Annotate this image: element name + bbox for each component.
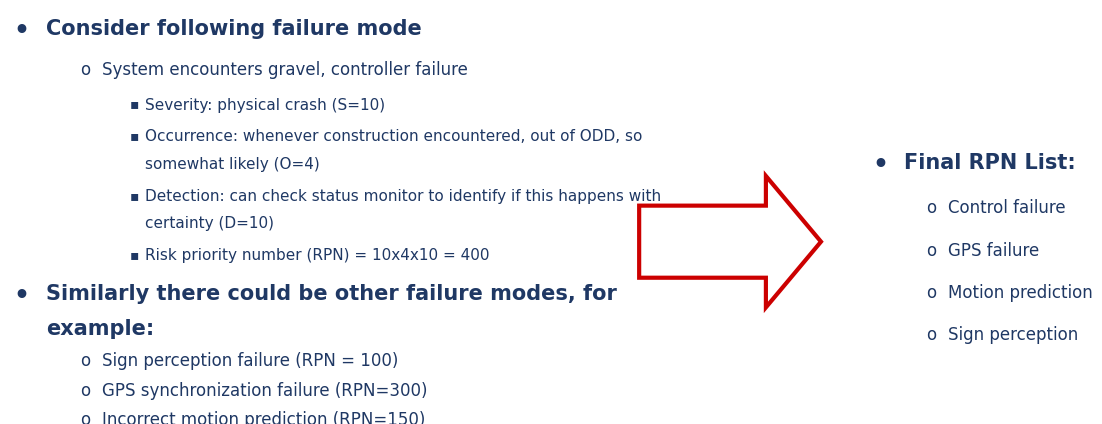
Text: certainty (D=10): certainty (D=10) (145, 216, 274, 231)
Text: Sign perception failure (RPN = 100): Sign perception failure (RPN = 100) (102, 352, 399, 370)
Text: Occurrence: whenever construction encountered, out of ODD, so: Occurrence: whenever construction encoun… (145, 129, 642, 144)
Text: Motion prediction: Motion prediction (948, 284, 1092, 302)
Text: o: o (80, 352, 90, 370)
Text: Sign perception: Sign perception (948, 326, 1078, 344)
Text: GPS synchronization failure (RPN=300): GPS synchronization failure (RPN=300) (102, 382, 428, 399)
Text: Final RPN List:: Final RPN List: (904, 153, 1076, 173)
Text: Detection: can check status monitor to identify if this happens with: Detection: can check status monitor to i… (145, 189, 661, 204)
Text: Control failure: Control failure (948, 199, 1066, 217)
Text: o: o (926, 326, 936, 344)
Text: ▪: ▪ (130, 129, 140, 143)
Text: o: o (80, 411, 90, 424)
Text: Incorrect motion prediction (RPN=150): Incorrect motion prediction (RPN=150) (102, 411, 425, 424)
Text: •: • (13, 19, 30, 43)
Text: Similarly there could be other failure modes, for: Similarly there could be other failure m… (46, 284, 617, 304)
Text: o: o (926, 242, 936, 259)
Polygon shape (639, 176, 821, 307)
Text: System encounters gravel, controller failure: System encounters gravel, controller fai… (102, 61, 468, 79)
Text: ▪: ▪ (130, 98, 140, 112)
Text: Severity: physical crash (S=10): Severity: physical crash (S=10) (145, 98, 386, 112)
Text: •: • (873, 153, 889, 177)
Text: ▪: ▪ (130, 189, 140, 203)
Text: somewhat likely (O=4): somewhat likely (O=4) (145, 157, 321, 172)
Text: •: • (13, 284, 30, 308)
Text: o: o (926, 284, 936, 302)
Text: GPS failure: GPS failure (948, 242, 1039, 259)
Text: o: o (80, 382, 90, 399)
Text: ▪: ▪ (130, 248, 140, 262)
Text: Consider following failure mode: Consider following failure mode (46, 19, 422, 39)
Text: example:: example: (46, 319, 154, 339)
Text: o: o (926, 199, 936, 217)
Text: Risk priority number (RPN) = 10x4x10 = 400: Risk priority number (RPN) = 10x4x10 = 4… (145, 248, 490, 263)
Text: o: o (80, 61, 90, 79)
